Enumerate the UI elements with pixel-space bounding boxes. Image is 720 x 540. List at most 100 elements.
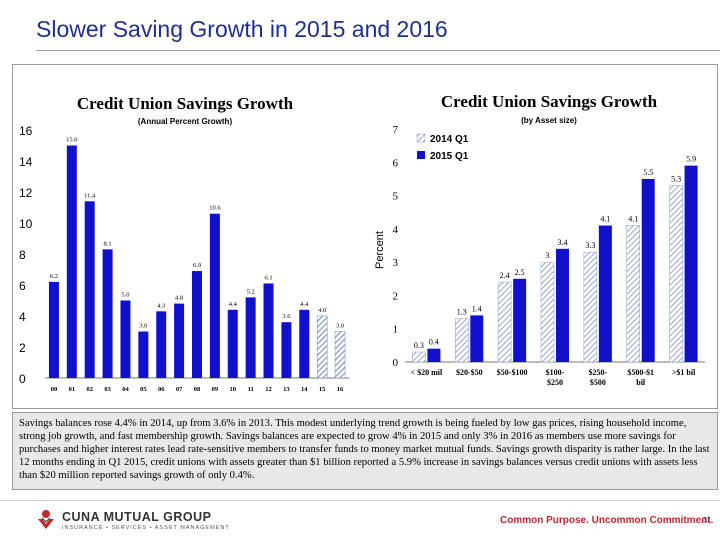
charts-panel: Credit Union Savings Growth (Annual Perc… [12, 64, 718, 409]
title-divider [36, 50, 720, 51]
footer-divider [0, 500, 720, 501]
left-x-tick-label: 13 [283, 386, 290, 393]
left-bar-value-label: 11.4 [84, 192, 96, 199]
right-y-tick-label: 7 [393, 124, 399, 136]
left-bar-12 [263, 283, 274, 378]
right-y-axis-label: Percent [374, 231, 386, 269]
page-number: 31 [703, 517, 711, 524]
left-y-tick-label: 8 [19, 248, 26, 262]
right-bar-value-label: 5.5 [643, 168, 653, 177]
left-x-tick-label: 09 [212, 386, 219, 393]
right-x-tick-label: $250- [589, 368, 608, 377]
left-x-tick-label: 03 [104, 386, 111, 393]
left-x-tick-label: 05 [140, 386, 147, 393]
left-bar-11 [245, 297, 256, 378]
right-x-tick-label: $50-$100 [497, 368, 528, 377]
slide-title: Slower Saving Growth in 2015 and 2016 [36, 16, 448, 42]
left-bar-01 [66, 145, 77, 378]
legend: 2014 Q1 2015 Q1 [416, 133, 469, 162]
right-bar-s0-c0 [412, 351, 426, 363]
left-bar-10 [227, 309, 238, 378]
right-bar-value-label: 1.4 [472, 304, 482, 313]
right-bar-s1-c2 [513, 278, 527, 362]
left-bar-value-label: 6.1 [264, 274, 272, 281]
left-bar-15 [316, 315, 328, 379]
right-x-tick-label: bil [636, 378, 646, 387]
left-bar-06 [156, 311, 167, 378]
left-y-tick-label: 2 [19, 341, 26, 355]
logo-mark-icon [38, 510, 54, 529]
right-y-tick-label: 6 [393, 157, 399, 169]
left-x-tick-label: 00 [51, 386, 58, 393]
left-bar-00 [48, 281, 59, 378]
right-x-tick-label: $500 [590, 378, 606, 387]
left-x-tick-label: 16 [337, 386, 344, 393]
left-y-tick-label: 14 [19, 155, 33, 169]
legend-label-2015: 2015 Q1 [430, 151, 469, 162]
left-bar-04 [120, 300, 131, 378]
left-bar-value-label: 4.8 [175, 295, 183, 302]
right-y-tick-label: 3 [393, 257, 399, 269]
right-bar-value-label: 1.3 [457, 308, 467, 317]
company-logo: CUNA MUTUAL GROUP INSURANCE • SERVICES •… [36, 509, 230, 531]
left-bar-16 [334, 331, 346, 379]
right-bar-value-label: 2.4 [500, 271, 510, 280]
left-bar-05 [138, 331, 149, 378]
left-bar-02 [84, 201, 95, 378]
left-x-tick-label: 04 [122, 386, 129, 393]
right-bar-s0-c3 [540, 261, 555, 363]
left-bar-value-label: 10.6 [209, 205, 221, 212]
left-chart-subtitle: (Annual Percent Growth) [138, 117, 233, 126]
right-bar-s1-c6 [684, 165, 698, 362]
right-bar-s0-c6 [669, 185, 683, 363]
left-x-tick-label: 14 [301, 386, 308, 393]
right-bar-value-label: 5.9 [686, 155, 696, 164]
right-y-tick-label: 4 [393, 224, 399, 236]
left-bar-08 [192, 271, 202, 378]
right-x-tick-label: $100- [546, 368, 565, 377]
right-bar-s1-c1 [470, 315, 484, 362]
right-bar-s0-c4 [583, 251, 598, 363]
right-x-tick-label: $20-$50 [456, 368, 483, 377]
left-x-tick-label: 11 [248, 386, 254, 393]
left-bar-value-label: 5.2 [247, 288, 255, 295]
left-bar-value-label: 4.3 [157, 302, 165, 309]
left-bar-value-label: 4.0 [318, 307, 326, 314]
right-bar-value-label: 4.1 [600, 215, 610, 224]
left-x-tick-label: 12 [265, 386, 272, 393]
left-bar-value-label: 3.0 [336, 323, 344, 330]
left-bar-value-label: 4.4 [300, 301, 309, 308]
right-x-tick-label: $500-$1 [627, 368, 654, 377]
right-chart-title: Credit Union Savings Growth [441, 92, 658, 111]
left-bar-value-label: 3.6 [282, 313, 291, 320]
left-bar-value-label: 4.4 [229, 301, 238, 308]
left-bar-07 [174, 303, 185, 378]
left-bar-value-label: 8.1 [104, 240, 112, 247]
right-bar-s0-c5 [626, 225, 640, 363]
right-y-tick-label: 2 [393, 290, 399, 302]
left-x-tick-label: 10 [230, 386, 237, 393]
left-bar-13 [281, 322, 292, 378]
right-bar-s1-c3 [556, 248, 569, 362]
left-x-tick-label: 08 [194, 386, 201, 393]
right-bar-value-label: 0.4 [429, 338, 439, 347]
left-y-tick-label: 16 [19, 124, 33, 138]
right-bar-value-label: 3.3 [585, 241, 595, 250]
left-y-tick-label: 10 [19, 217, 33, 231]
right-y-tick-label: 0 [393, 357, 399, 369]
left-chart-title: Credit Union Savings Growth [77, 94, 294, 113]
right-chart-subtitle: (by Asset size) [521, 116, 577, 125]
left-y-tick-label: 12 [19, 186, 33, 200]
commentary-text: Savings balances rose 4.4% in 2014, up f… [12, 412, 718, 490]
left-bar-value-label: 6.9 [193, 262, 201, 269]
annual-growth-chart: Credit Union Savings Growth (Annual Perc… [19, 94, 349, 393]
left-x-tick-label: 07 [176, 386, 183, 393]
left-bar-value-label: 5.0 [121, 292, 129, 299]
legend-swatch-2015 [417, 151, 425, 159]
right-bar-s1-c4 [598, 225, 612, 362]
left-x-tick-label: 06 [158, 386, 165, 393]
logo-subtitle: INSURANCE • SERVICES • ASSET MANAGEMENT [62, 524, 230, 531]
left-y-tick-label: 4 [19, 310, 26, 324]
right-x-tick-label: $250 [547, 378, 563, 387]
right-bar-value-label: 0.3 [414, 341, 424, 350]
